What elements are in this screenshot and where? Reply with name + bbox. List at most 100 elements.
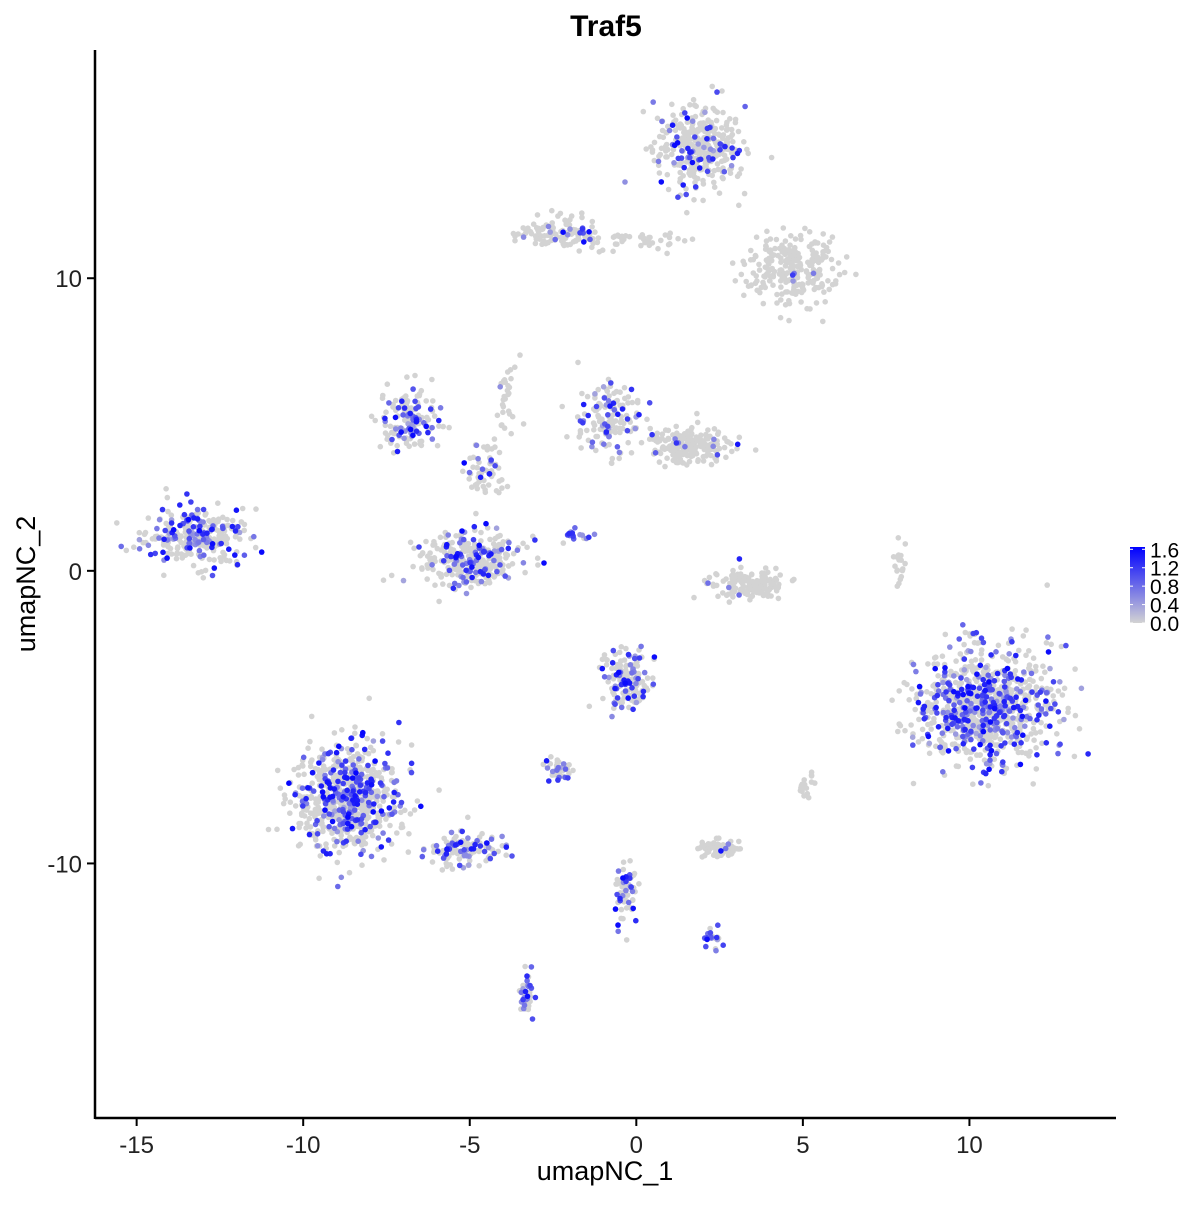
cell-point [962, 629, 969, 636]
cell-point [504, 369, 511, 375]
cell-point [177, 534, 184, 540]
cell-point [938, 738, 944, 745]
cell-point [671, 452, 678, 458]
cell-point [762, 284, 768, 291]
cell-point [547, 761, 554, 767]
cell-point [987, 727, 993, 733]
cell-point [821, 289, 827, 295]
cell-point [954, 724, 961, 730]
cell-point [729, 260, 736, 266]
cell-point [977, 741, 983, 748]
cell-point [548, 754, 554, 760]
cell-point [211, 536, 217, 542]
cell-point [377, 443, 384, 450]
cell-point [577, 427, 584, 434]
cell-point [211, 565, 218, 571]
cell-point [1009, 687, 1016, 694]
cell-point [163, 486, 169, 492]
cell-point [718, 848, 724, 854]
cell-point [895, 728, 901, 735]
cell-point [943, 689, 949, 695]
cell-point [890, 554, 897, 560]
cell-point [805, 280, 811, 286]
cell-point [756, 267, 763, 273]
cell-point [1072, 712, 1079, 719]
cell-point [361, 746, 368, 753]
cell-point [159, 506, 166, 513]
cell-point [475, 455, 481, 462]
cell-point [114, 520, 120, 526]
cell-point [980, 707, 986, 713]
cell-point [680, 182, 686, 188]
cell-point [680, 105, 686, 112]
cell-point [520, 540, 526, 547]
x-tick-label: -5 [459, 1132, 480, 1159]
cell-point [524, 544, 530, 551]
cell-point [375, 835, 382, 841]
cell-point [1033, 668, 1039, 674]
cell-point [662, 463, 668, 470]
cell-point [521, 1002, 528, 1008]
cell-point [810, 252, 817, 259]
cell-point [560, 540, 567, 546]
cell-point [118, 543, 124, 550]
cell-point [1023, 627, 1029, 633]
cell-point [638, 242, 644, 249]
cell-point [407, 539, 414, 546]
cell-point [987, 704, 994, 710]
cell-point [123, 547, 130, 554]
cell-point [354, 751, 361, 757]
cell-point [142, 529, 149, 536]
cell-point [206, 556, 213, 563]
cell-point [829, 234, 836, 240]
cell-point [606, 674, 612, 681]
cell-point [349, 746, 355, 753]
cell-point [296, 824, 303, 831]
cell-point [411, 441, 418, 447]
cell-point [967, 756, 974, 762]
cell-point [297, 841, 304, 848]
cell-point [344, 775, 350, 781]
cell-point [318, 783, 325, 789]
cell-point [707, 925, 713, 932]
cell-point [651, 157, 658, 164]
cell-point [935, 681, 941, 688]
cell-point [631, 693, 638, 699]
cell-point [510, 230, 517, 237]
cell-point [980, 722, 986, 729]
cell-point [909, 686, 915, 692]
cell-point [656, 459, 663, 465]
cell-point [1022, 697, 1029, 704]
cell-point [765, 569, 771, 576]
cell-point [312, 837, 319, 843]
cell-point [762, 585, 769, 592]
cell-point [593, 403, 600, 410]
cell-point [1048, 705, 1054, 712]
cell-point [617, 389, 623, 396]
cell-point [894, 583, 901, 589]
cell-point [835, 260, 842, 266]
cell-point [768, 154, 775, 161]
cell-point [689, 159, 696, 166]
cell-point [675, 155, 682, 162]
cell-point [728, 126, 735, 133]
cell-point [307, 738, 313, 745]
cell-point [790, 290, 796, 297]
cell-point [738, 564, 744, 571]
cell-point [429, 436, 436, 442]
cell-point [509, 853, 515, 859]
cell-point [983, 694, 990, 700]
cell-point [721, 444, 728, 451]
x-axis-label: umapNC_1 [537, 1156, 674, 1186]
cell-point [700, 453, 707, 460]
cell-point [974, 705, 980, 711]
cell-point [396, 719, 402, 726]
cell-point [492, 444, 498, 450]
cell-point [603, 429, 610, 435]
cell-point [692, 174, 698, 180]
cell-point [776, 271, 783, 277]
cell-point [626, 233, 633, 240]
cell-point [942, 669, 948, 675]
cell-point [798, 289, 805, 296]
cell-point [719, 174, 726, 181]
